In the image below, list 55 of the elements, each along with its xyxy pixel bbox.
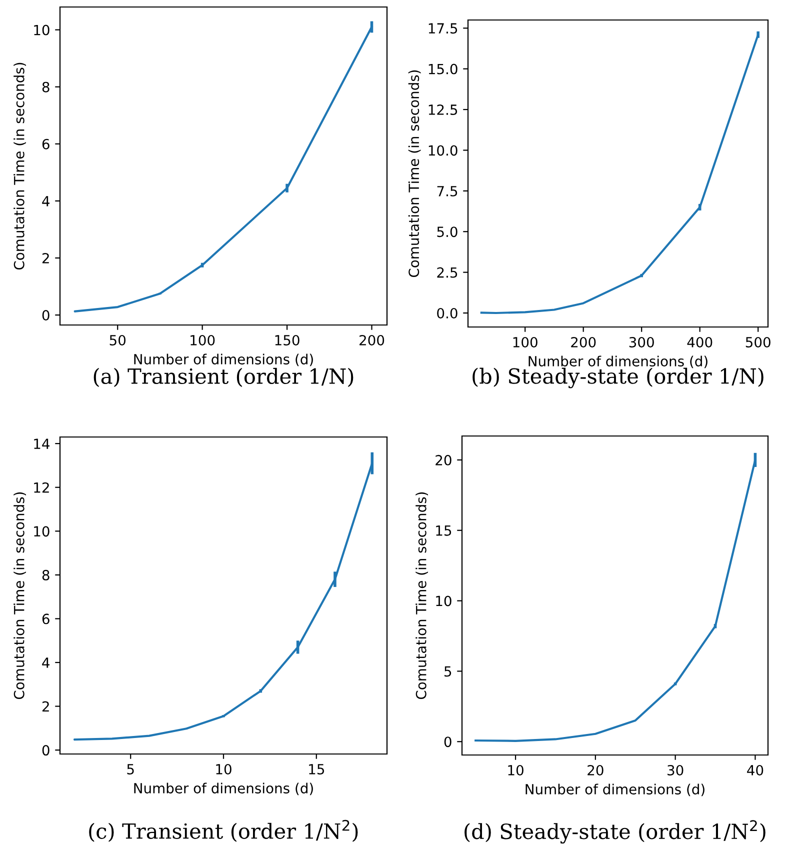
x-tick-label: 10 xyxy=(508,764,524,776)
x-tick-label: 40 xyxy=(747,764,764,776)
y-tick-label: 5.0 xyxy=(437,226,458,238)
y-axis-title: Comutation Time (in seconds) xyxy=(14,492,26,700)
y-axis-title: Comutation Time (in seconds) xyxy=(14,62,26,270)
y-tick-label: 8 xyxy=(42,82,50,92)
y-axis-title: Comutation Time (in seconds) xyxy=(408,70,421,278)
x-tick-label: 200 xyxy=(571,336,596,348)
y-tick-label: 8 xyxy=(42,570,50,580)
y-tick-label: 0 xyxy=(444,736,452,748)
y-tick-label: 12 xyxy=(34,482,49,493)
y-tick-label: 4 xyxy=(42,196,50,206)
y-tick-label: 6 xyxy=(42,138,50,150)
x-tick-label: 30 xyxy=(668,764,684,776)
x-tick-label: 500 xyxy=(746,336,770,348)
y-axis-title: Comutation Time (in seconds) xyxy=(416,492,428,700)
x-axis-title: Number of dimensions (d) xyxy=(134,782,313,796)
x-tick-label: 20 xyxy=(588,764,604,776)
y-tick-label: 0 xyxy=(42,310,50,320)
x-tick-label: 50 xyxy=(110,334,126,346)
x-tick-label: 100 xyxy=(190,334,215,346)
y-tick-label: 2 xyxy=(42,252,49,264)
x-tick-label: 10 xyxy=(216,764,232,774)
y-tick-label: 2.5 xyxy=(437,267,458,278)
y-tick-label: 6 xyxy=(42,614,50,624)
x-axis-title: Number of dimensions (d) xyxy=(528,356,708,368)
y-tick-label: 7.5 xyxy=(437,186,458,196)
y-tick-label: 0.0 xyxy=(437,308,458,318)
text: (b) Steady-state (order 1/N) xyxy=(472,368,764,388)
text: (d) Steady-state (order 1/N$^{2}$) xyxy=(464,820,766,844)
y-tick-label: 12.5 xyxy=(428,104,458,115)
x-tick-label: 400 xyxy=(687,336,712,348)
y-tick-label: 14 xyxy=(34,438,50,449)
y-tick-label: 17.5 xyxy=(428,23,458,34)
y-tick-label: 0 xyxy=(42,745,50,756)
x-tick-label: 5 xyxy=(127,764,134,774)
y-tick-label: 4 xyxy=(42,658,50,668)
y-tick-label: 20 xyxy=(436,454,452,466)
x-tick-label: 300 xyxy=(629,336,654,348)
y-tick-label: 10 xyxy=(34,526,50,537)
y-tick-label: 10.0 xyxy=(428,145,458,156)
x-axis-title: Number of dimensions (d) xyxy=(526,784,704,796)
y-tick-label: 15 xyxy=(436,526,452,536)
y-tick-label: 10 xyxy=(34,24,50,36)
y-tick-label: 15.0 xyxy=(428,64,458,74)
x-tick-label: 150 xyxy=(275,334,300,346)
y-tick-label: 10 xyxy=(436,596,452,606)
text: (a) Transient (order 1/N) xyxy=(94,368,354,387)
x-tick-label: 200 xyxy=(360,334,384,346)
text: (c) Transient (order 1/N$^{2}$) xyxy=(89,820,358,842)
x-axis-title: Number of dimensions (d) xyxy=(134,354,313,366)
y-tick-label: 5 xyxy=(444,666,452,677)
x-tick-label: 100 xyxy=(513,336,538,348)
y-tick-label: 2 xyxy=(42,701,49,712)
x-tick-label: 15 xyxy=(309,764,324,774)
